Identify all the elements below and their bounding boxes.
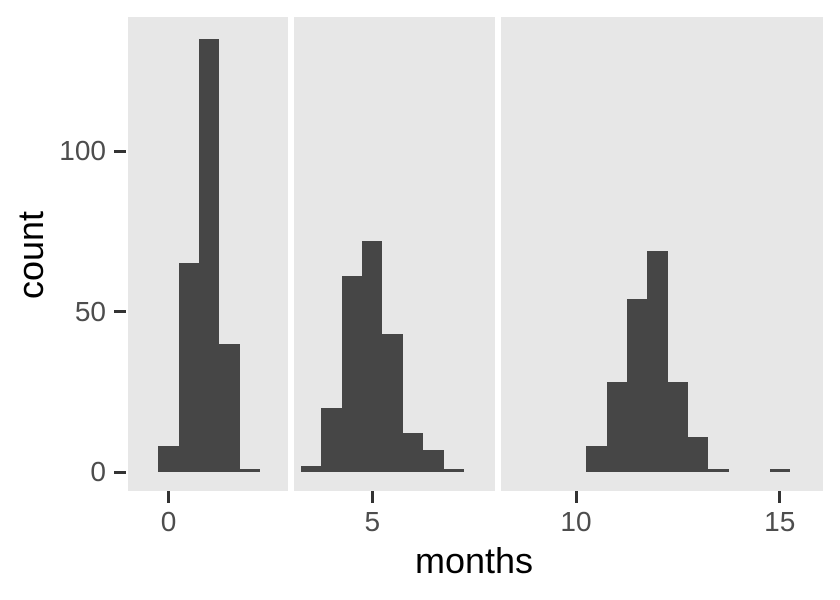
histogram-bar-x6 <box>402 433 424 472</box>
histogram-bar-x1.5 <box>219 343 240 472</box>
histogram-bar-x2 <box>239 468 261 472</box>
histogram-bar-x12.5 <box>667 382 689 472</box>
facet-panel-cluster-around-12 <box>501 17 823 491</box>
y-tick-label-100: 100 <box>59 135 106 166</box>
histogram-bar-x4 <box>321 407 342 472</box>
histogram-bar-x6.5 <box>423 449 444 472</box>
histogram-bar-x7 <box>443 468 464 472</box>
histogram-bar-x0 <box>158 446 179 472</box>
histogram-bar-x15 <box>769 468 790 472</box>
y-tick-mark-0 <box>114 470 126 474</box>
x-tick-label-0: 0 <box>160 506 177 537</box>
x-tick-mark-15 <box>778 491 782 503</box>
facet-panel-cluster-around-5 <box>294 17 496 491</box>
x-axis-title: months <box>414 540 534 581</box>
histogram-bar-x4.5 <box>341 276 363 472</box>
histogram-bar-x1 <box>199 38 220 472</box>
histogram-bar-x11.5 <box>626 298 648 472</box>
y-tick-mark-50 <box>114 310 126 313</box>
histogram-bar-x13 <box>688 436 709 472</box>
y-tick-label-0: 0 <box>90 456 106 487</box>
facet-panel-cluster-around-1 <box>128 17 288 491</box>
x-tick-mark-0 <box>167 491 170 503</box>
x-tick-mark-10 <box>574 491 578 503</box>
histogram-bar-x3.5 <box>300 465 322 472</box>
histogram-bar-x0.5 <box>178 263 200 472</box>
y-tick-mark-100 <box>114 149 126 153</box>
histogram-bar-x5 <box>362 240 383 472</box>
x-tick-label-5: 5 <box>364 506 381 537</box>
histogram-bar-x5.5 <box>382 333 403 472</box>
x-tick-label-15: 15 <box>764 506 796 537</box>
y-tick-label-50: 50 <box>74 295 106 327</box>
histogram-bar-x11 <box>606 382 627 472</box>
histogram-bar-x13.5 <box>708 468 729 472</box>
x-tick-label-10: 10 <box>560 506 592 537</box>
histogram-bar-x10.5 <box>586 446 607 472</box>
x-tick-mark-5 <box>370 491 374 503</box>
histogram-bar-x12 <box>647 250 668 472</box>
